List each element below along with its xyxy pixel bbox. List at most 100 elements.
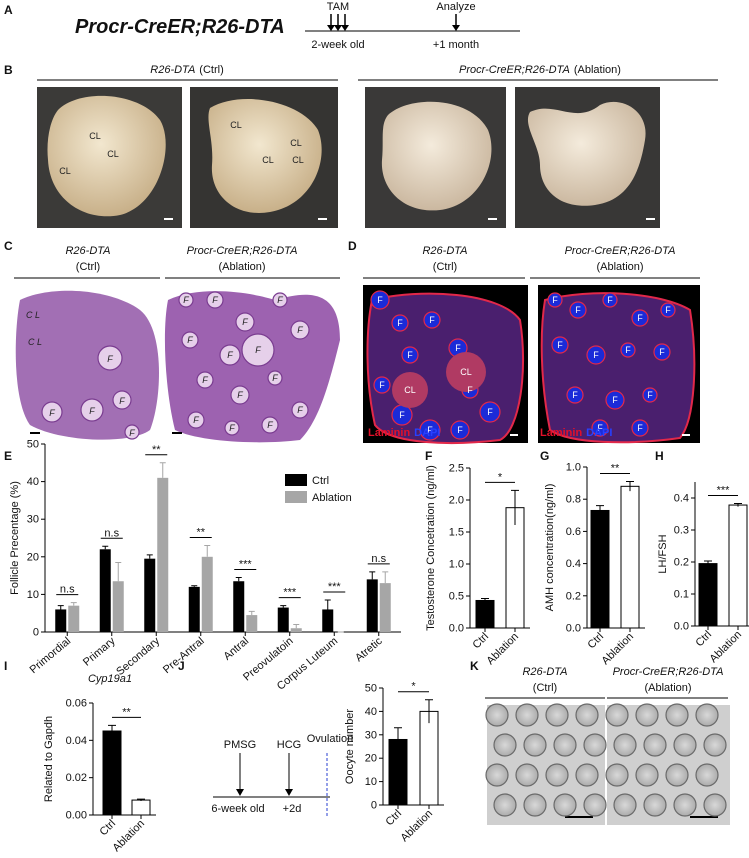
follicle (553, 733, 577, 757)
image-annotation: F (597, 423, 603, 433)
image-annotation: F (255, 345, 261, 355)
x-tick-label: Ablation (485, 631, 522, 668)
timeline-j (213, 753, 330, 818)
legend-swatch (285, 491, 307, 503)
image-annotation: CL (404, 385, 416, 395)
bar (246, 615, 258, 632)
x-tick-label: Ablation (399, 808, 436, 845)
error-bar (280, 605, 287, 608)
image-annotation: CL (292, 155, 304, 165)
significance-label: n.s (371, 553, 386, 565)
y-tick-label: 0.00 (66, 810, 87, 822)
follicle (553, 793, 577, 817)
follicle (605, 703, 629, 727)
y-tick-label: 0.04 (66, 735, 87, 747)
y-tick-label: 40 (365, 706, 377, 718)
panel-label: C (4, 239, 13, 253)
bar (698, 563, 718, 627)
follicle (523, 793, 547, 817)
genotype: R26-DTA (65, 245, 110, 257)
x-tick-label: Primordial (28, 635, 74, 676)
timeline-time: +1 month (433, 39, 479, 51)
image-annotation: F (487, 407, 493, 417)
follicle (695, 703, 719, 727)
follicle (485, 703, 509, 727)
bar (131, 799, 151, 816)
y-axis-title: Follicle Precentage (%) (9, 481, 21, 595)
image-annotation: CL (107, 149, 119, 159)
follicle (665, 763, 689, 787)
panel-label: B (4, 63, 13, 77)
follicle (635, 763, 659, 787)
panel-label: K (470, 659, 479, 673)
image-annotation: F (183, 295, 189, 305)
y-axis-title: Related to Gapdh (43, 716, 55, 802)
group-heading: Procr-CreER;R26-DTA (Ablation) (459, 64, 621, 76)
timeline-event: TAM (327, 1, 349, 13)
follicle-texture (41, 291, 310, 440)
bar (290, 628, 302, 632)
error-bar (511, 489, 519, 525)
image-annotation: F (612, 395, 618, 405)
significance-label: *** (717, 484, 731, 496)
follicle (605, 763, 629, 787)
follicle (80, 398, 104, 422)
y-tick-label: 20 (27, 551, 39, 563)
follicle (673, 793, 697, 817)
condition: (Ablation) (574, 64, 621, 76)
panel-label: D (348, 239, 357, 253)
follicle (605, 390, 625, 410)
significance-label: * (498, 471, 503, 483)
image-annotation: F (607, 295, 613, 305)
bar (505, 507, 525, 629)
x-tick-label: Ablation (111, 818, 148, 855)
follicle (485, 763, 509, 787)
image-annotation: F (49, 408, 55, 418)
stain-legend: Laminin DAPI (540, 427, 612, 439)
follicle (41, 401, 63, 423)
significance-label: *** (283, 587, 297, 599)
x-tick-label: Ablation (708, 629, 745, 666)
image-annotation: F (429, 315, 435, 325)
condition: (Ctrl) (533, 682, 557, 694)
timeline-a (305, 14, 520, 32)
follicle (613, 733, 637, 757)
y-tick-label: 0.1 (674, 589, 689, 601)
bar (112, 581, 124, 632)
follicle (419, 419, 441, 441)
y-tick-label: 0.0 (674, 621, 689, 633)
follicle (642, 387, 658, 403)
stain: Laminin (540, 427, 582, 439)
genotype-title: Procr-CreER;R26-DTA (75, 16, 285, 38)
histology-c (14, 277, 340, 443)
image-annotation: F (119, 396, 125, 406)
panel-label: G (540, 449, 549, 463)
follicle (423, 311, 441, 329)
x-tick-label: Ctrl (98, 818, 119, 839)
image-annotation: CL (460, 367, 472, 377)
x-tick-label: Antral (221, 635, 251, 663)
significance-label: *** (328, 581, 342, 593)
error-bar (734, 502, 742, 507)
follicle (241, 333, 275, 367)
follicle (602, 292, 618, 308)
image-annotation: C L (28, 337, 42, 347)
follicle-texture (370, 290, 676, 441)
error-bar (204, 545, 211, 557)
genotype: Procr-CreER;R26-DTA (187, 245, 298, 257)
y-tick-label: 10 (27, 589, 39, 601)
image-annotation: F (129, 428, 135, 438)
image-annotation: F (427, 425, 433, 435)
image-annotation: F (399, 410, 405, 420)
y-tick-label: 50 (365, 683, 377, 695)
error-bar (108, 724, 116, 737)
x-tick-label: Ablation (600, 631, 637, 668)
y-tick-label: 0.5 (449, 591, 464, 603)
y-tick-label: 0.4 (674, 493, 689, 505)
x-tick-label: Ctrl (586, 631, 607, 652)
error-bar (146, 554, 153, 559)
x-tick-label: Atretic (353, 635, 385, 665)
genotype: Procr-CreER;R26-DTA (565, 245, 676, 257)
timeline-event: Analyze (436, 1, 475, 13)
condition: (Ctrl) (433, 261, 457, 273)
